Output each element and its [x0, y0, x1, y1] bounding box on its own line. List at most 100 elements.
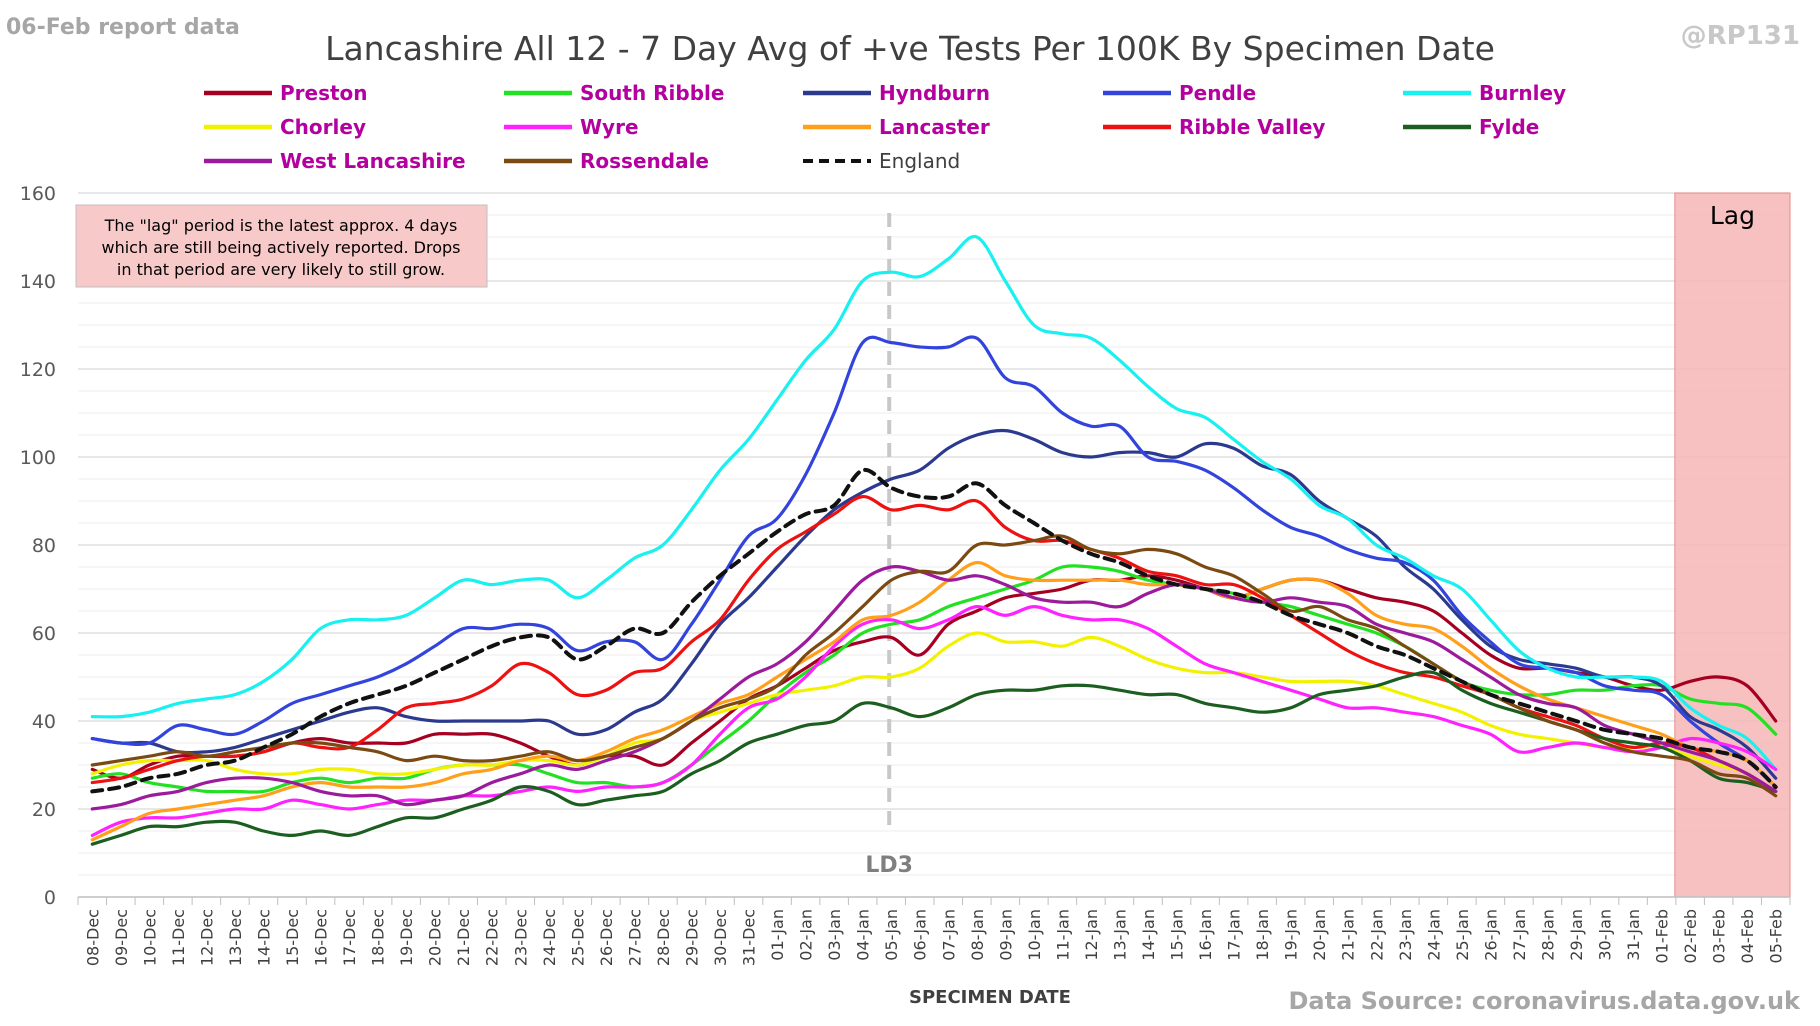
x-tick-label: 17-Dec	[340, 909, 359, 966]
x-tick-label: 16-Jan	[1196, 909, 1215, 961]
legend-entry-fylde: Fylde	[1479, 115, 1539, 139]
x-tick-label: 06-Jan	[911, 909, 930, 961]
x-tick-label: 20-Jan	[1310, 909, 1329, 961]
x-tick-label: 27-Dec	[625, 909, 644, 966]
lag-note-line-1: The "lag" period is the latest approx. 4…	[104, 216, 458, 235]
x-tick-labels: 08-Dec 09-Dec 10-Dec 11-Dec 12-Dec 13-Dec 14-D…	[83, 909, 1785, 966]
legend-entry-burnley: Burnley	[1479, 81, 1566, 105]
x-tick-label: 17-Jan	[1225, 909, 1244, 961]
x-tick-label: 16-Dec	[312, 909, 331, 966]
x-tick-label: 26-Dec	[597, 909, 616, 966]
x-tick-label: 24-Dec	[540, 909, 559, 966]
series-line-south-ribble	[90, 564, 1778, 794]
x-tick-label: 22-Jan	[1367, 909, 1386, 961]
x-tick-label: 14-Dec	[255, 909, 274, 966]
x-tick-label: 04-Feb	[1738, 909, 1757, 963]
series-line-fylde	[90, 670, 1778, 846]
series-line-pendle	[90, 335, 1778, 789]
y-tick-label: 20	[32, 799, 56, 821]
x-tick-label: 04-Jan	[854, 909, 873, 961]
x-tick-label: 08-Jan	[968, 909, 987, 961]
x-tick-label: 21-Dec	[454, 909, 473, 966]
series-line-preston	[90, 574, 1778, 780]
x-tick-label: 03-Jan	[825, 909, 844, 961]
series-line-chorley	[90, 631, 1778, 798]
x-axis	[77, 896, 1791, 905]
lockdown-marker: LD3	[865, 213, 913, 878]
x-tick-label: 31-Dec	[740, 909, 759, 966]
series-lines	[90, 235, 1778, 846]
x-tick-label: 10-Jan	[1025, 909, 1044, 961]
y-tick-label: 60	[32, 623, 56, 645]
legend-entry-england: England	[879, 149, 960, 173]
x-tick-label: 29-Jan	[1567, 909, 1586, 961]
y-tick-label: 100	[20, 447, 56, 469]
lag-note-line-3: in that period are very likely to still …	[117, 260, 445, 279]
x-tick-label: 30-Jan	[1596, 909, 1615, 961]
x-tick-label: 01-Feb	[1653, 909, 1672, 963]
x-tick-label: 12-Jan	[1082, 909, 1101, 961]
x-tick-label: 11-Jan	[1053, 909, 1072, 961]
x-tick-label: 02-Jan	[797, 909, 816, 961]
x-tick-label: 18-Jan	[1253, 909, 1272, 961]
x-tick-label: 15-Dec	[283, 909, 302, 966]
x-tick-label: 08-Dec	[83, 909, 102, 966]
x-tick-label: 27-Jan	[1510, 909, 1529, 961]
chart-title: Lancashire All 12 - 7 Day Avg of +ve Tes…	[325, 29, 1495, 68]
x-tick-label: 11-Dec	[169, 909, 188, 966]
x-tick-label: 25-Dec	[568, 909, 587, 966]
x-tick-label: 12-Dec	[197, 909, 216, 966]
x-tick-label: 09-Dec	[112, 909, 131, 966]
legend-entry-south-ribble: South Ribble	[580, 81, 724, 105]
x-tick-label: 13-Jan	[1111, 909, 1130, 961]
legend-entry-pendle: Pendle	[1179, 81, 1256, 105]
x-tick-label: 19-Dec	[397, 909, 416, 966]
y-tick-label: 40	[32, 711, 56, 733]
data-source: Data Source: coronavirus.data.gov.uk	[1289, 987, 1802, 1015]
legend-entry-preston: Preston	[280, 81, 368, 105]
x-tick-label: 01-Jan	[768, 909, 787, 961]
legend-entry-lancaster: Lancaster	[879, 115, 990, 139]
y-tick-label: 80	[32, 535, 56, 557]
legend-entry-wyre: Wyre	[580, 115, 639, 139]
x-tick-label: 13-Dec	[226, 909, 245, 966]
x-tick-label: 07-Jan	[939, 909, 958, 961]
x-tick-label: 29-Dec	[683, 909, 702, 966]
x-tick-label: 03-Feb	[1710, 909, 1729, 963]
y-tick-labels: 0 20 40 60 80 100 120 140 160	[20, 183, 56, 909]
y-tick-label: 140	[20, 271, 56, 293]
legend-entry-west-lancashire: West Lancashire	[280, 149, 466, 173]
x-tick-label: 10-Dec	[140, 909, 159, 966]
y-tick-label: 0	[44, 887, 56, 909]
x-axis-label: SPECIMEN DATE	[909, 987, 1071, 1008]
legend: Preston South Ribble Hyndburn Pendle Burnley…	[204, 81, 1566, 173]
legend-entry-hyndburn: Hyndburn	[879, 81, 990, 105]
report-date-label: 06-Feb report data	[6, 15, 240, 40]
author-handle: @RP131	[1681, 21, 1800, 51]
series-line-wyre	[90, 604, 1778, 837]
x-tick-label: 05-Feb	[1767, 909, 1786, 963]
x-tick-label: 24-Jan	[1424, 909, 1443, 961]
legend-entry-rossendale: Rossendale	[580, 149, 709, 173]
y-tick-label: 160	[20, 183, 56, 205]
y-tick-label: 120	[20, 359, 56, 381]
x-tick-label: 25-Jan	[1453, 909, 1472, 961]
x-tick-label: 22-Dec	[483, 909, 502, 966]
x-tick-label: 20-Dec	[426, 909, 445, 966]
x-tick-label: 28-Dec	[654, 909, 673, 966]
x-tick-label: 23-Jan	[1396, 909, 1415, 961]
series-line-burnley	[90, 235, 1778, 771]
legend-entry-chorley: Chorley	[280, 115, 366, 139]
x-tick-label: 19-Jan	[1282, 909, 1301, 961]
x-tick-label: 02-Feb	[1681, 909, 1700, 963]
lag-note-line-2: which are still being actively reported.…	[101, 238, 460, 257]
series-line-england	[90, 467, 1778, 794]
series-line-hyndburn	[90, 428, 1778, 780]
lag-note-background	[75, 204, 488, 288]
lag-label: Lag	[1710, 201, 1755, 230]
x-tick-label: 09-Jan	[996, 909, 1015, 961]
lag-note-box: The "lag" period is the latest approx. 4…	[75, 204, 488, 288]
